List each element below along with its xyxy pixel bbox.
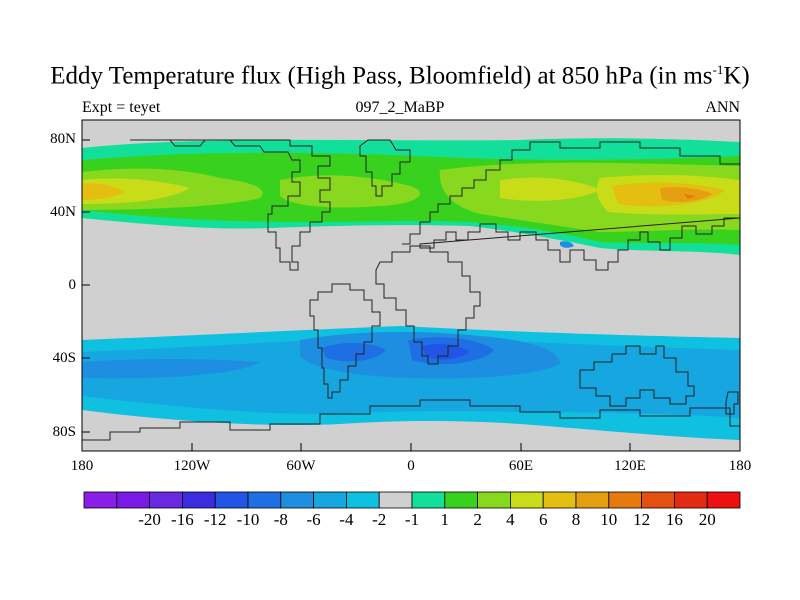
y-tick-0: 0: [68, 277, 77, 293]
colorbar-label: -2: [372, 510, 387, 529]
colorbar-box: [509, 491, 544, 509]
north-contours: [82, 138, 740, 255]
coast-africa: [375, 245, 481, 365]
colorbar-label: 4: [506, 510, 515, 529]
colorbar-label: -1: [404, 510, 420, 529]
colorbar-box: [149, 491, 183, 509]
colorbar-box: [116, 491, 151, 509]
colorbar-box: [313, 491, 347, 509]
colorbar-label: -4: [339, 510, 354, 529]
y-tick-40n: 40N: [50, 204, 76, 220]
colorbar-box: [706, 491, 741, 509]
colorbar-label: 8: [571, 510, 581, 529]
colorbar-label: 2: [473, 510, 482, 529]
coast-north-america: [130, 139, 331, 271]
coast-south-america: [309, 283, 381, 399]
colorbar-box: [542, 491, 577, 509]
colorbar-box: [575, 491, 610, 509]
x-tick-120w: 120W: [173, 458, 211, 474]
y-tick-80s: 80S: [52, 424, 76, 440]
colorbar-box: [345, 491, 380, 509]
colorbar-box: [214, 491, 249, 509]
colorbar-label: 12: [633, 510, 651, 529]
season-label: ANN: [705, 99, 740, 116]
x-tick-180w: 180: [70, 458, 94, 474]
colorbar-label: -12: [203, 510, 227, 529]
colorbar-label: 20: [698, 510, 716, 529]
run-label: 097_2_MaBP: [355, 99, 445, 116]
colorbar-box: [378, 491, 413, 509]
colorbar-box: [83, 491, 118, 509]
colorbar-label: 10: [600, 510, 618, 529]
experiment-label: Expt = teyet: [82, 99, 161, 116]
colorbar: [83, 491, 741, 509]
chart-title: Eddy Temperature flux (High Pass, Bloomf…: [50, 62, 750, 90]
coast-antarctica: [82, 399, 740, 441]
x-tick-180e: 180: [728, 458, 752, 474]
colorbar-label: -10: [236, 510, 260, 529]
coast-eurasia: [402, 141, 740, 271]
y-tick-80n: 80N: [50, 131, 76, 147]
tick-marks: [82, 139, 631, 451]
colorbar-label: 1: [440, 510, 450, 529]
colorbar-label: -8: [273, 510, 288, 529]
colorbar-box: [181, 491, 216, 509]
colorbar-box: [280, 491, 314, 509]
coastlines: [82, 139, 740, 441]
x-tick-120e: 120E: [614, 458, 646, 474]
south-contours: [82, 326, 740, 440]
colorbar-label: 16: [665, 510, 683, 529]
x-tick-0: 0: [407, 458, 415, 474]
coast-new-zealand: [725, 391, 739, 415]
colorbar-label: -20: [138, 510, 161, 529]
colorbar-box: [477, 491, 511, 509]
colorbar-box: [674, 491, 708, 509]
coast-greenland: [359, 139, 411, 197]
x-tick-60e: 60E: [508, 458, 534, 474]
colorbar-box: [411, 491, 446, 509]
y-tick-40s: 40S: [52, 350, 76, 366]
colorbar-label: 6: [538, 510, 548, 529]
colorbar-box: [608, 491, 642, 509]
colorbar-box: [247, 491, 282, 509]
x-tick-60w: 60W: [286, 458, 316, 474]
coast-australia: [579, 345, 695, 407]
colorbar-label: -16: [171, 510, 194, 529]
colorbar-label: -6: [306, 510, 321, 529]
colorbar-box: [444, 491, 478, 509]
colorbar-box: [641, 491, 675, 509]
